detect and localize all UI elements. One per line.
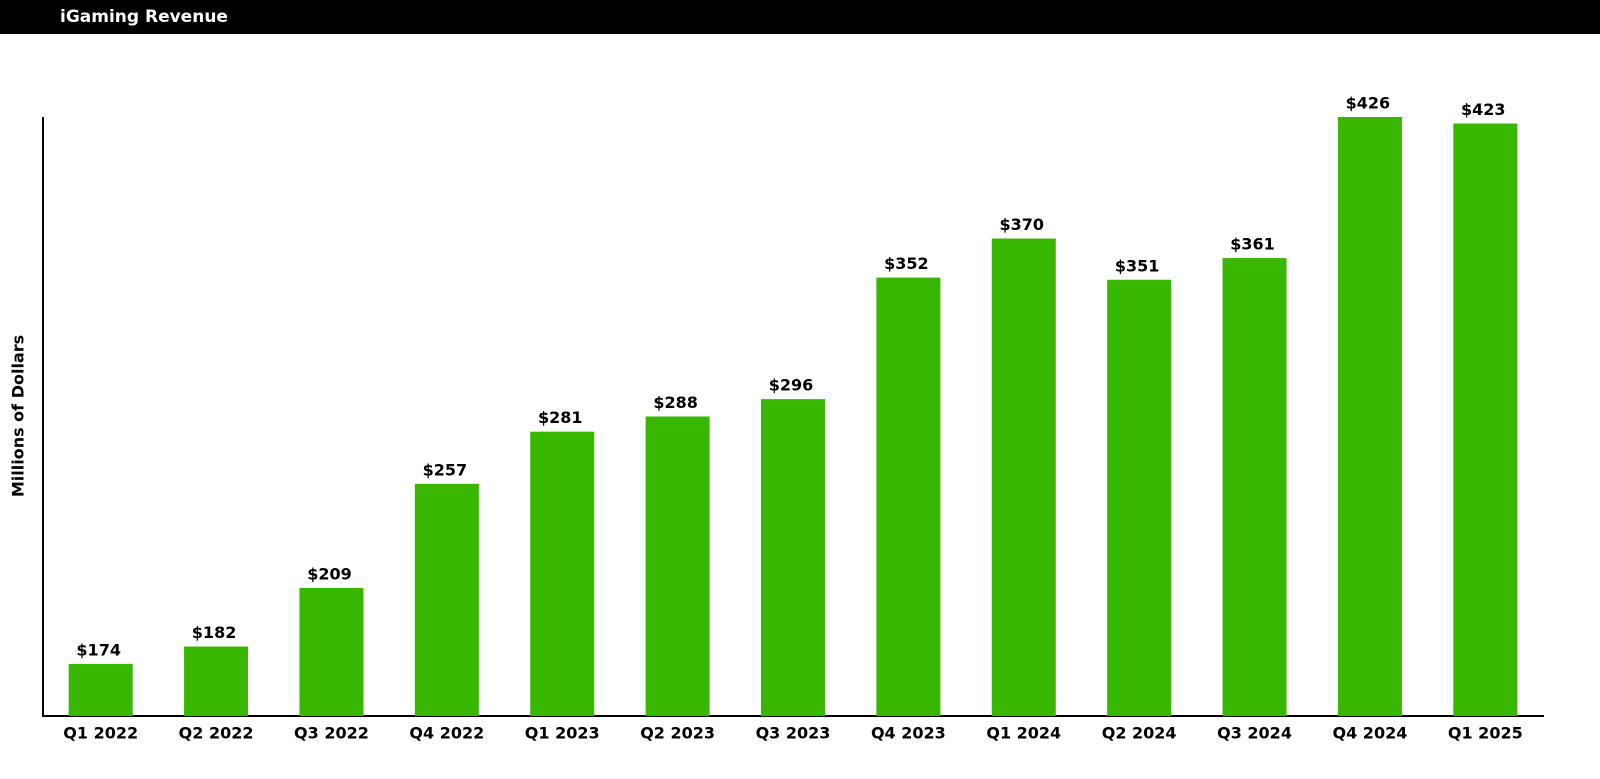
bar [530,431,595,716]
bar [1107,279,1172,716]
bar [414,483,479,716]
x-tick-label: Q2 2022 [179,724,254,743]
x-tick-label: Q3 2024 [1217,724,1292,743]
value-label: $257 [423,460,468,479]
x-tick-label: Q4 2023 [871,724,946,743]
chart-title: iGaming Revenue [60,7,228,27]
value-label: $281 [538,408,583,427]
header-bar [0,0,1600,34]
x-tick-label: Q3 2022 [294,724,369,743]
x-tick-label: Q1 2022 [63,724,138,743]
bar [645,416,710,716]
x-tick-label: Q3 2023 [756,724,831,743]
bar [1453,123,1518,717]
x-tick-label: Q2 2024 [1102,724,1177,743]
value-label: $209 [307,564,352,583]
bar [761,399,825,716]
value-label: $361 [1230,235,1275,254]
bar [876,277,941,716]
value-label: $351 [1115,256,1160,275]
x-tick-label: Q2 2023 [640,724,715,743]
x-tick-label: Q4 2022 [409,724,484,743]
bar [68,663,133,716]
value-label: $370 [1000,215,1045,234]
x-tick-label: Q4 2024 [1333,724,1408,743]
bar [991,238,1056,716]
value-label: $423 [1461,100,1506,119]
x-tick-label: Q1 2024 [986,724,1061,743]
bar [184,646,249,716]
bar [1337,117,1402,716]
value-label: $426 [1346,94,1391,113]
x-tick-label: Q1 2023 [525,724,600,743]
value-label: $296 [769,376,814,395]
bar [1222,258,1287,716]
value-label: $352 [884,254,929,273]
value-label: $174 [76,640,121,659]
value-label: $288 [653,393,698,412]
bar [299,587,364,716]
x-tick-label: Q1 2025 [1448,724,1523,743]
value-label: $182 [192,623,237,642]
y-axis-label: Millions of Dollars [9,335,28,497]
